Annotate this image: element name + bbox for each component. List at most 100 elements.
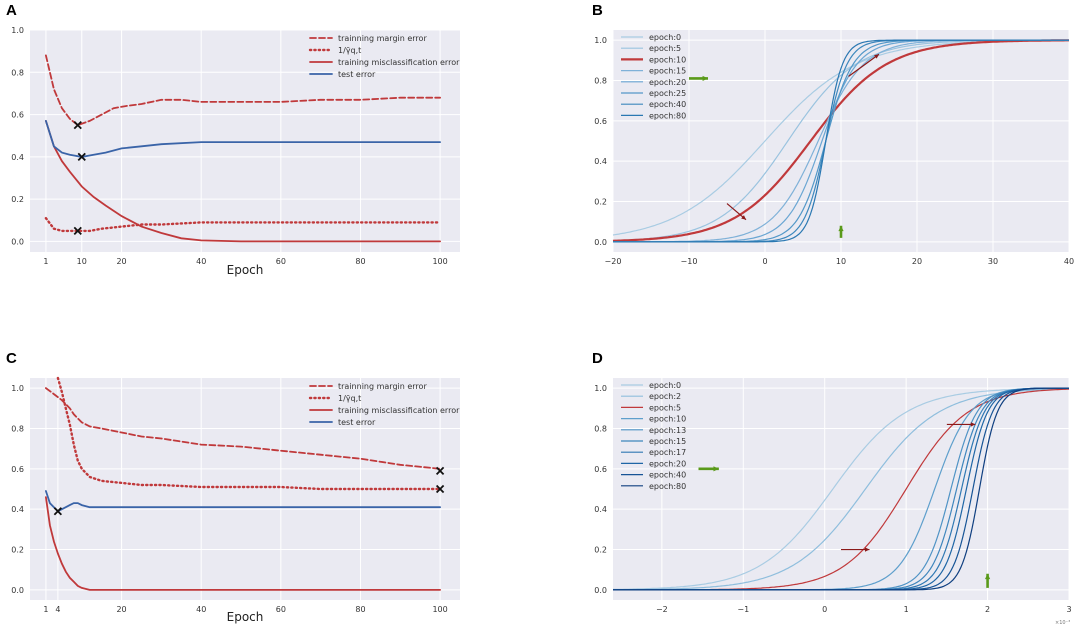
x-exponent-label: ×10⁻³ <box>1055 620 1070 625</box>
legend-label: epoch:5 <box>649 403 681 412</box>
x-marker <box>53 507 63 516</box>
legend-label: epoch:10 <box>649 55 686 64</box>
series-line <box>56 376 442 491</box>
legend-label: epoch:13 <box>649 426 686 435</box>
series-curve <box>613 387 1069 591</box>
x-tick-label: 40 <box>196 605 206 614</box>
legend-label: trainning margin error <box>338 34 427 43</box>
arrow-head <box>864 547 870 552</box>
y-tick-label: 0.6 <box>11 111 24 120</box>
legend-label: epoch:40 <box>649 100 686 109</box>
y-tick-label: 0.0 <box>11 237 24 246</box>
x-tick-label: 0 <box>762 257 767 266</box>
arrow-head <box>970 422 976 427</box>
legend-label: epoch:80 <box>649 482 686 491</box>
y-tick-label: 1.0 <box>11 26 24 35</box>
x-tick-label: 40 <box>1064 257 1074 266</box>
arrow-shaft <box>848 53 880 77</box>
plot-area <box>30 30 460 252</box>
plot-area <box>613 378 1069 600</box>
x-axis-title: Epoch <box>227 263 264 277</box>
y-tick-label: 0.4 <box>11 153 24 162</box>
y-tick-label: 0.4 <box>594 505 607 514</box>
legend-label: test error <box>338 70 376 79</box>
arrow-head <box>874 54 879 59</box>
series-line <box>45 120 442 158</box>
y-tick-label: 0.4 <box>594 157 607 166</box>
legend-label: epoch:25 <box>649 89 686 98</box>
x-tick-label: 100 <box>432 257 447 266</box>
panel-label: C <box>6 350 17 367</box>
series-line <box>45 496 442 591</box>
panel-A: 0.0 0.2 0.4 0.6 0.8 1.0 1 10 20 40 60 80 100 A Epoch tr… <box>6 2 460 277</box>
arrow-head <box>838 225 844 232</box>
legend-label: trainning margin error <box>338 382 427 391</box>
x-tick-label: 1 <box>43 605 48 614</box>
legend-label: 1/γ̄q,t <box>338 46 361 55</box>
x-tick-label: 20 <box>116 257 126 266</box>
arrow-head <box>984 573 991 580</box>
panel-label: A <box>6 2 17 19</box>
legend-label: training misclassification error <box>338 406 460 415</box>
y-tick-label: 0.6 <box>594 465 607 474</box>
x-tick-label: −1 <box>737 605 749 614</box>
x-tick-label: 10 <box>836 257 846 266</box>
x-tick-label: 10 <box>77 257 87 266</box>
x-tick-label: 20 <box>116 605 126 614</box>
series-curve <box>613 388 1069 591</box>
x-tick-label: 20 <box>912 257 922 266</box>
legend-label: epoch:10 <box>649 415 686 424</box>
x-marker <box>77 152 86 161</box>
legend-label: epoch:17 <box>649 448 686 457</box>
x-tick-label: −2 <box>656 605 668 614</box>
x-tick-label: −10 <box>681 257 698 266</box>
x-tick-label: 80 <box>355 605 365 614</box>
x-tick-label: 3 <box>1066 605 1071 614</box>
series-curve <box>613 387 1069 591</box>
x-tick-label: 2 <box>985 605 990 614</box>
x-marker <box>435 466 445 475</box>
x-tick-label: 30 <box>988 257 998 266</box>
x-tick-label: 0 <box>822 605 827 614</box>
x-marker <box>435 484 445 494</box>
x-axis-title: Epoch <box>227 610 264 624</box>
x-tick-label: 1 <box>43 257 48 266</box>
panel-C: 0.0 0.2 0.4 0.6 0.8 1.0 1 4 20 40 60 80 100 C Epoch tra… <box>6 350 460 624</box>
y-tick-label: 0.2 <box>11 195 24 204</box>
y-tick-label: 0.2 <box>594 546 607 555</box>
arrow-head <box>702 75 708 82</box>
panel-D: 0.0 0.2 0.4 0.6 0.8 1.0 −2 −1 0 1 2 3 D ×10⁻³ epoch:0 e… <box>592 350 1072 625</box>
legend-label: epoch:2 <box>649 392 681 401</box>
y-tick-label: 0.6 <box>594 117 607 126</box>
x-tick-label: 60 <box>276 257 286 266</box>
y-tick-label: 1.0 <box>594 36 607 45</box>
panel-label: B <box>592 2 603 19</box>
y-tick-label: 0.0 <box>594 586 607 595</box>
x-tick-label: 60 <box>276 605 286 614</box>
legend-label: epoch:80 <box>649 111 686 120</box>
legend-label: 1/γ̄q,t <box>338 394 361 403</box>
y-tick-label: 0.8 <box>11 68 24 77</box>
legend-label: epoch:20 <box>649 459 686 468</box>
x-marker <box>73 121 82 130</box>
x-marker <box>73 226 82 235</box>
series-line <box>44 216 442 233</box>
y-tick-label: 0.6 <box>11 465 24 474</box>
legend-label: epoch:15 <box>649 437 686 446</box>
legend-label: test error <box>338 418 376 427</box>
series-line <box>45 120 442 243</box>
y-tick-label: 0.8 <box>11 424 24 433</box>
series-line <box>45 54 442 127</box>
x-tick-label: 4 <box>55 605 60 614</box>
y-tick-label: 0.2 <box>594 198 607 207</box>
series-curve <box>612 39 1069 242</box>
y-tick-label: 1.0 <box>11 384 24 393</box>
y-tick-label: 0.0 <box>594 238 607 247</box>
arrow-head <box>741 215 746 220</box>
y-tick-label: 1.0 <box>594 384 607 393</box>
legend-label: epoch:15 <box>649 67 686 76</box>
x-tick-label: 1 <box>904 605 909 614</box>
x-tick-label: −20 <box>605 257 622 266</box>
x-tick-label: 80 <box>355 257 365 266</box>
